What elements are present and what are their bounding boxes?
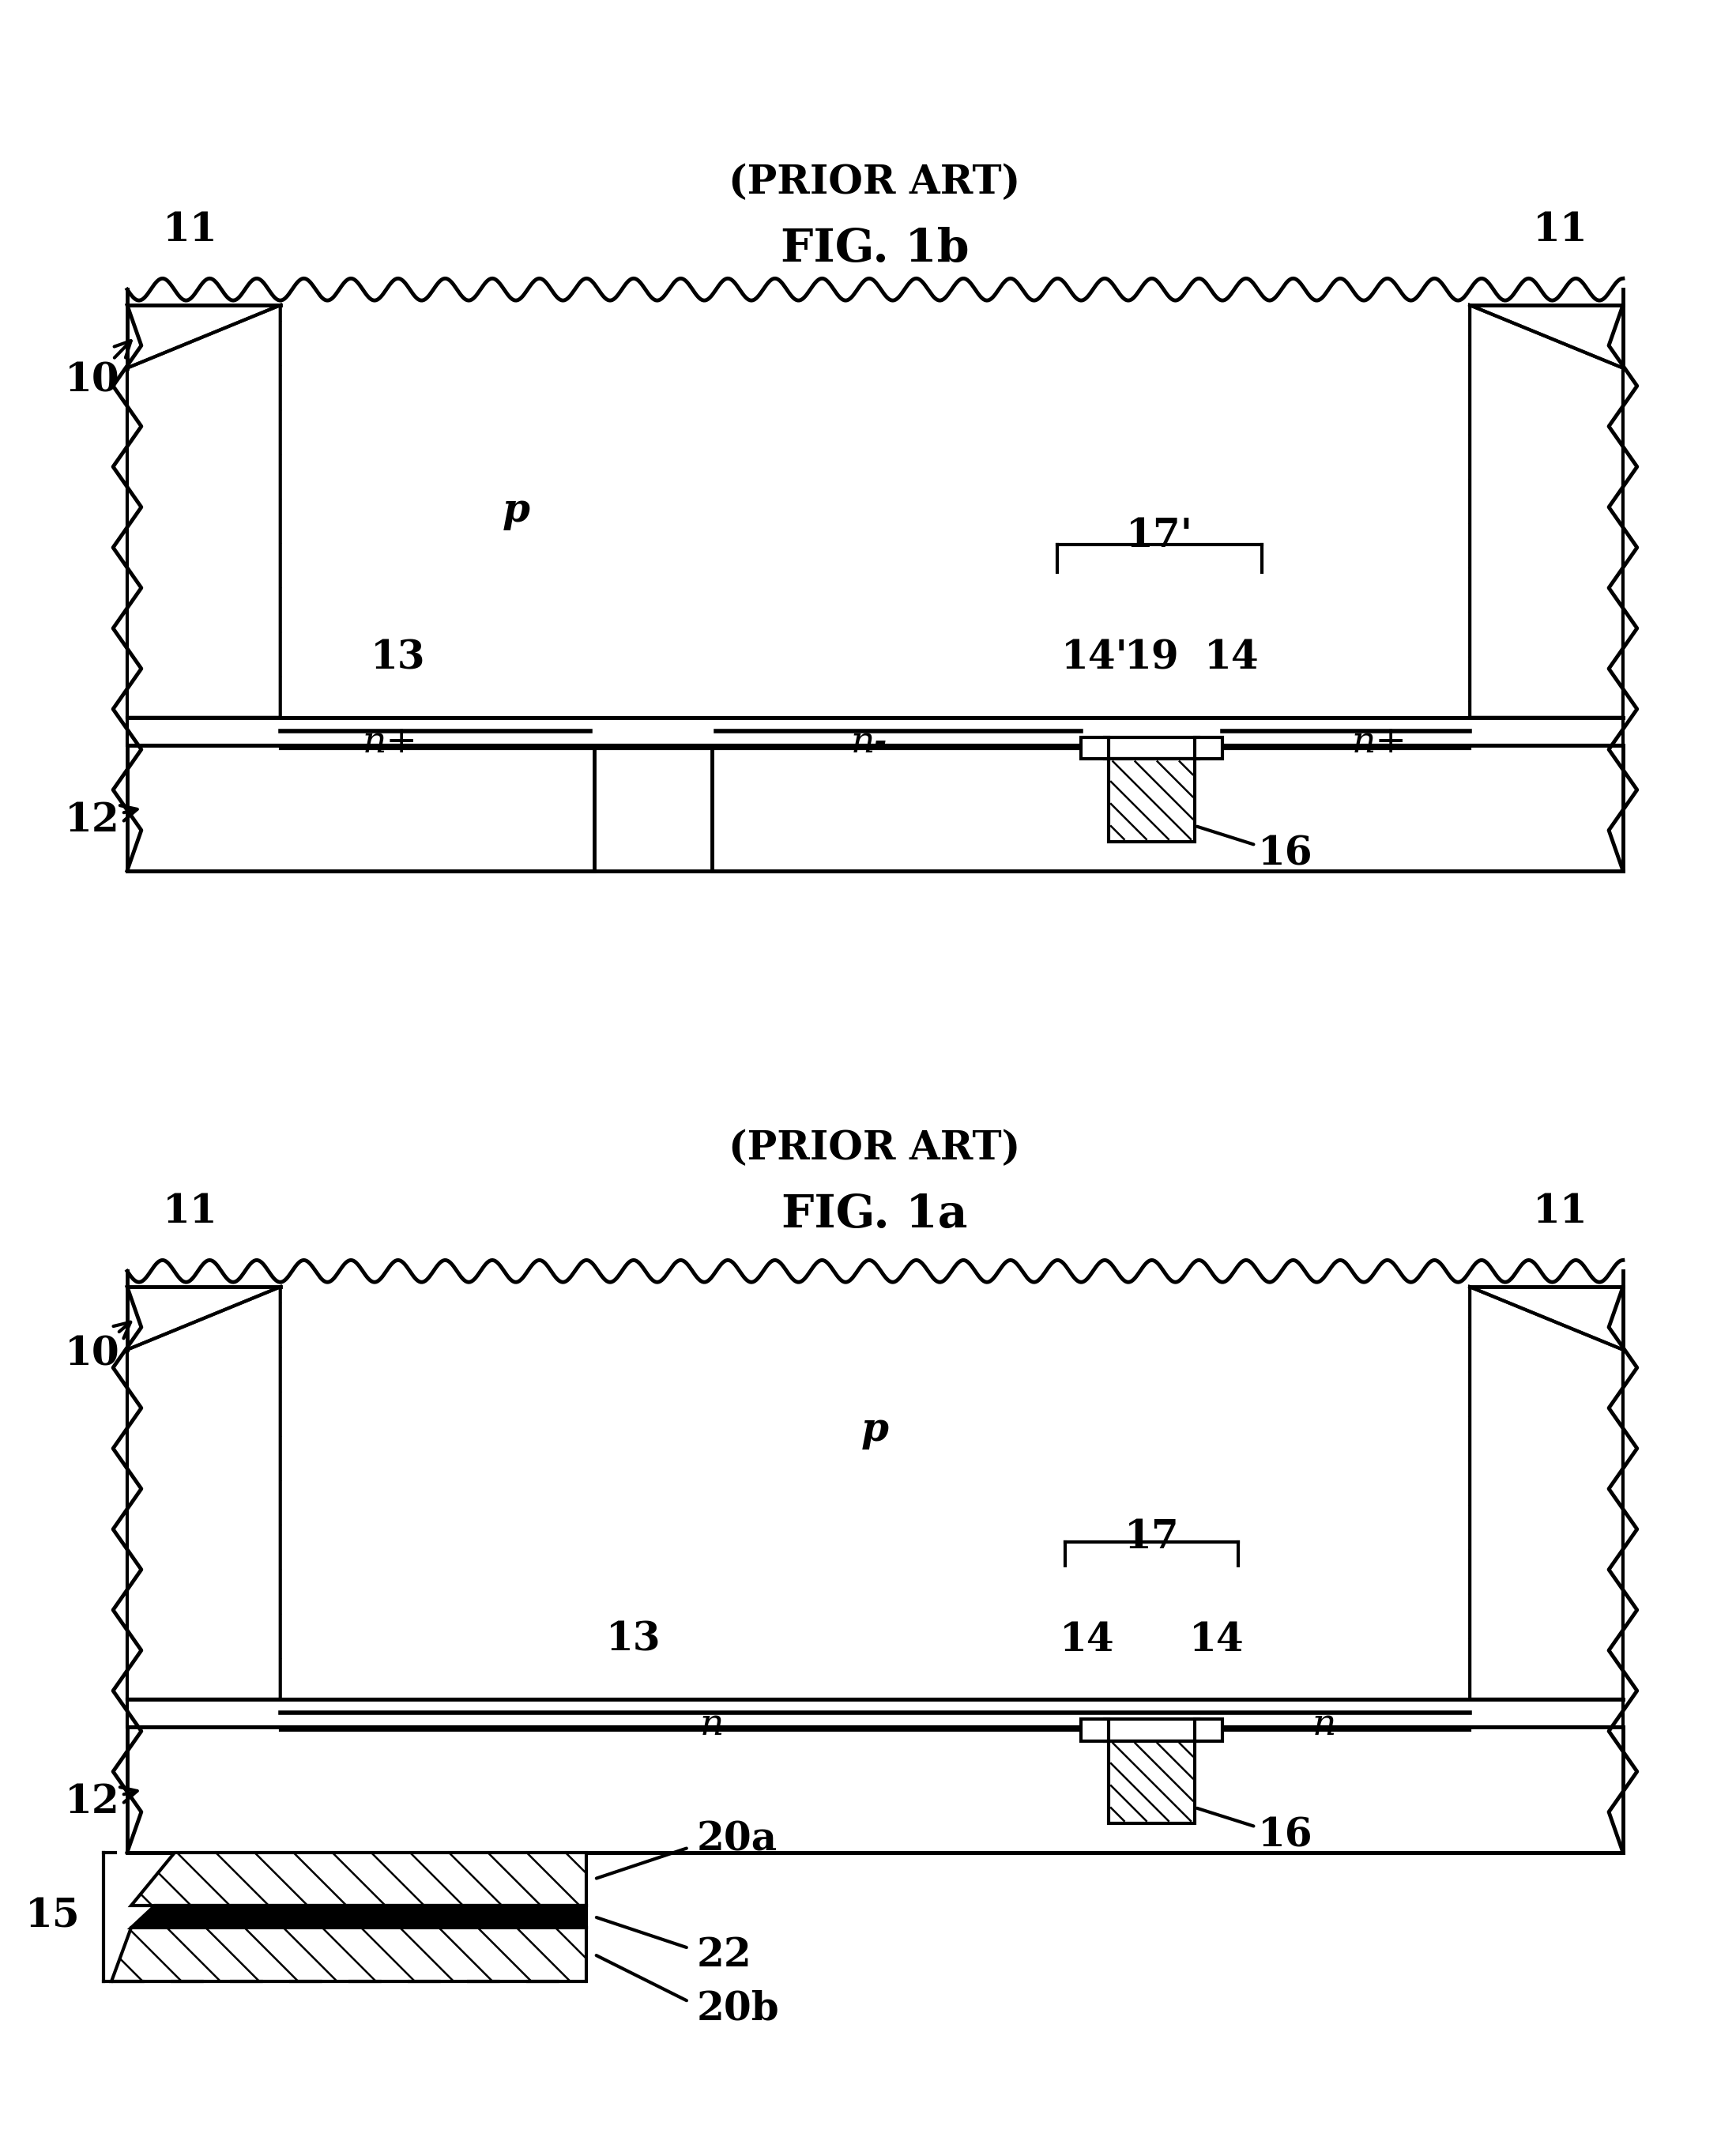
Bar (127, 1727, 1623, 1853)
Text: 11: 11 (163, 1193, 217, 1231)
Text: 10: 10 (64, 1323, 130, 1374)
Text: FIG. 1b: FIG. 1b (781, 226, 969, 271)
Bar (127, 745, 594, 871)
Text: (PRIOR ART): (PRIOR ART) (729, 1129, 1021, 1169)
Bar (1082, 737, 1109, 758)
Text: 12: 12 (64, 801, 137, 839)
Text: 11: 11 (1533, 211, 1588, 249)
Text: 16: 16 (1198, 826, 1312, 873)
Text: 16: 16 (1198, 1808, 1312, 1855)
Bar (1104, 1719, 1200, 1740)
Text: 14': 14' (1061, 639, 1128, 677)
Text: n: n (1312, 1706, 1337, 1742)
Polygon shape (127, 305, 279, 718)
Bar (1082, 1719, 1109, 1740)
Text: 11: 11 (163, 211, 217, 249)
Polygon shape (132, 1906, 587, 1928)
Text: 17': 17' (1127, 518, 1193, 556)
Text: FIG. 1a: FIG. 1a (781, 1193, 967, 1238)
Bar (1109, 758, 1194, 841)
Text: 20b: 20b (696, 1989, 779, 2028)
Polygon shape (1470, 1287, 1623, 1700)
Text: 13: 13 (370, 639, 425, 677)
Text: 19: 19 (1125, 639, 1179, 677)
Bar (712, 745, 1623, 871)
Text: p: p (502, 492, 529, 530)
Text: p: p (861, 1410, 889, 1448)
Text: 13: 13 (606, 1621, 661, 1659)
Polygon shape (1470, 305, 1623, 718)
Bar (1194, 1719, 1222, 1740)
Text: n+: n+ (363, 724, 418, 760)
Bar (1104, 737, 1200, 758)
Text: 17: 17 (1125, 1519, 1179, 1557)
Text: 11: 11 (1533, 1193, 1588, 1231)
Text: 14: 14 (1059, 1621, 1115, 1659)
Bar (1109, 1740, 1194, 1823)
Bar (127, 1700, 1623, 1727)
Polygon shape (127, 1287, 279, 1700)
Text: 14: 14 (1205, 639, 1259, 677)
Text: 14: 14 (1189, 1621, 1243, 1659)
Polygon shape (132, 1853, 587, 1906)
Text: n+: n+ (1352, 724, 1408, 760)
Text: 20a: 20a (696, 1821, 778, 1859)
Bar (1194, 737, 1222, 758)
Bar (127, 718, 1623, 745)
Polygon shape (111, 1928, 587, 1981)
Text: 10: 10 (64, 341, 130, 400)
Text: 12: 12 (64, 1783, 137, 1821)
Text: 15: 15 (24, 1898, 80, 1936)
Text: n-: n- (851, 724, 887, 760)
Text: n: n (700, 1706, 724, 1742)
Text: 22: 22 (696, 1936, 752, 1975)
Text: (PRIOR ART): (PRIOR ART) (729, 164, 1021, 202)
